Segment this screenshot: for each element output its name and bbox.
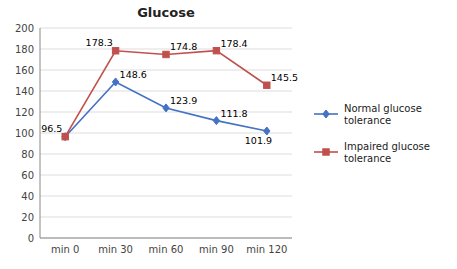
grid-line (40, 49, 292, 50)
data-point (163, 51, 169, 57)
x-tick-label: min 30 (98, 244, 133, 255)
x-tick-label: min 120 (246, 244, 287, 255)
y-tick-label: 0 (28, 233, 34, 244)
data-label: 145.5 (271, 72, 298, 83)
legend: Normal glucosetolerance Impaired glucoset… (314, 103, 430, 164)
grid-line (40, 28, 292, 29)
data-point (213, 117, 219, 125)
chart: Glucose 0 20 40 60 80 100 120 140 160 180 200 min 0 m… (0, 0, 457, 269)
data-label: 111.8 (220, 108, 247, 119)
y-tick-label: 180 (15, 44, 34, 55)
data-label: 148.6 (120, 69, 147, 80)
data-point (264, 127, 270, 135)
y-tick-label: 120 (15, 107, 34, 118)
x-tick-label: min 60 (149, 244, 184, 255)
data-label: 174.8 (170, 41, 197, 52)
grid-line (40, 133, 292, 134)
x-axis (40, 238, 292, 239)
grid-line (40, 70, 292, 71)
data-point (264, 82, 270, 88)
grid-line (40, 154, 292, 155)
y-tick-label: 20 (21, 212, 34, 223)
y-tick-label: 200 (15, 23, 34, 34)
data-point (112, 48, 118, 54)
data-point (62, 133, 68, 141)
data-label: 96.5 (41, 123, 62, 134)
data-label: 101.9 (245, 135, 272, 146)
grid-line (40, 91, 292, 92)
y-tick-label: 100 (15, 128, 34, 139)
legend-marker (323, 110, 329, 118)
plot-area (62, 47, 270, 140)
legend-label: Normal glucosetolerance (344, 103, 422, 126)
data-label: 123.9 (170, 95, 197, 106)
series-line (65, 82, 267, 137)
title: Glucose (137, 5, 195, 20)
y-tick-label: 160 (15, 65, 34, 76)
y-tick-label: 140 (15, 86, 34, 97)
data-point (213, 47, 219, 53)
y-tick-label: 60 (21, 170, 34, 181)
y-tick-label: 40 (21, 191, 34, 202)
data-point (112, 78, 118, 86)
grid-line (40, 238, 292, 239)
data-labels: 96.5 148.6 123.9 111.8 101.9 178.3 174.8 178.4 1… (41, 37, 298, 146)
legend-label: Impaired glucosetolerance (344, 141, 430, 164)
grid-line (40, 217, 292, 218)
series-line (65, 51, 267, 137)
x-tick-label: min 0 (51, 244, 79, 255)
data-label: 178.3 (86, 37, 113, 48)
legend-marker (323, 149, 329, 155)
data-point (163, 104, 169, 112)
data-point (62, 133, 68, 139)
y-tick-label: 80 (21, 149, 34, 160)
x-tick-label: min 90 (199, 244, 234, 255)
data-label: 178.4 (220, 38, 247, 49)
grid-line (40, 175, 292, 176)
grid-line (40, 196, 292, 197)
